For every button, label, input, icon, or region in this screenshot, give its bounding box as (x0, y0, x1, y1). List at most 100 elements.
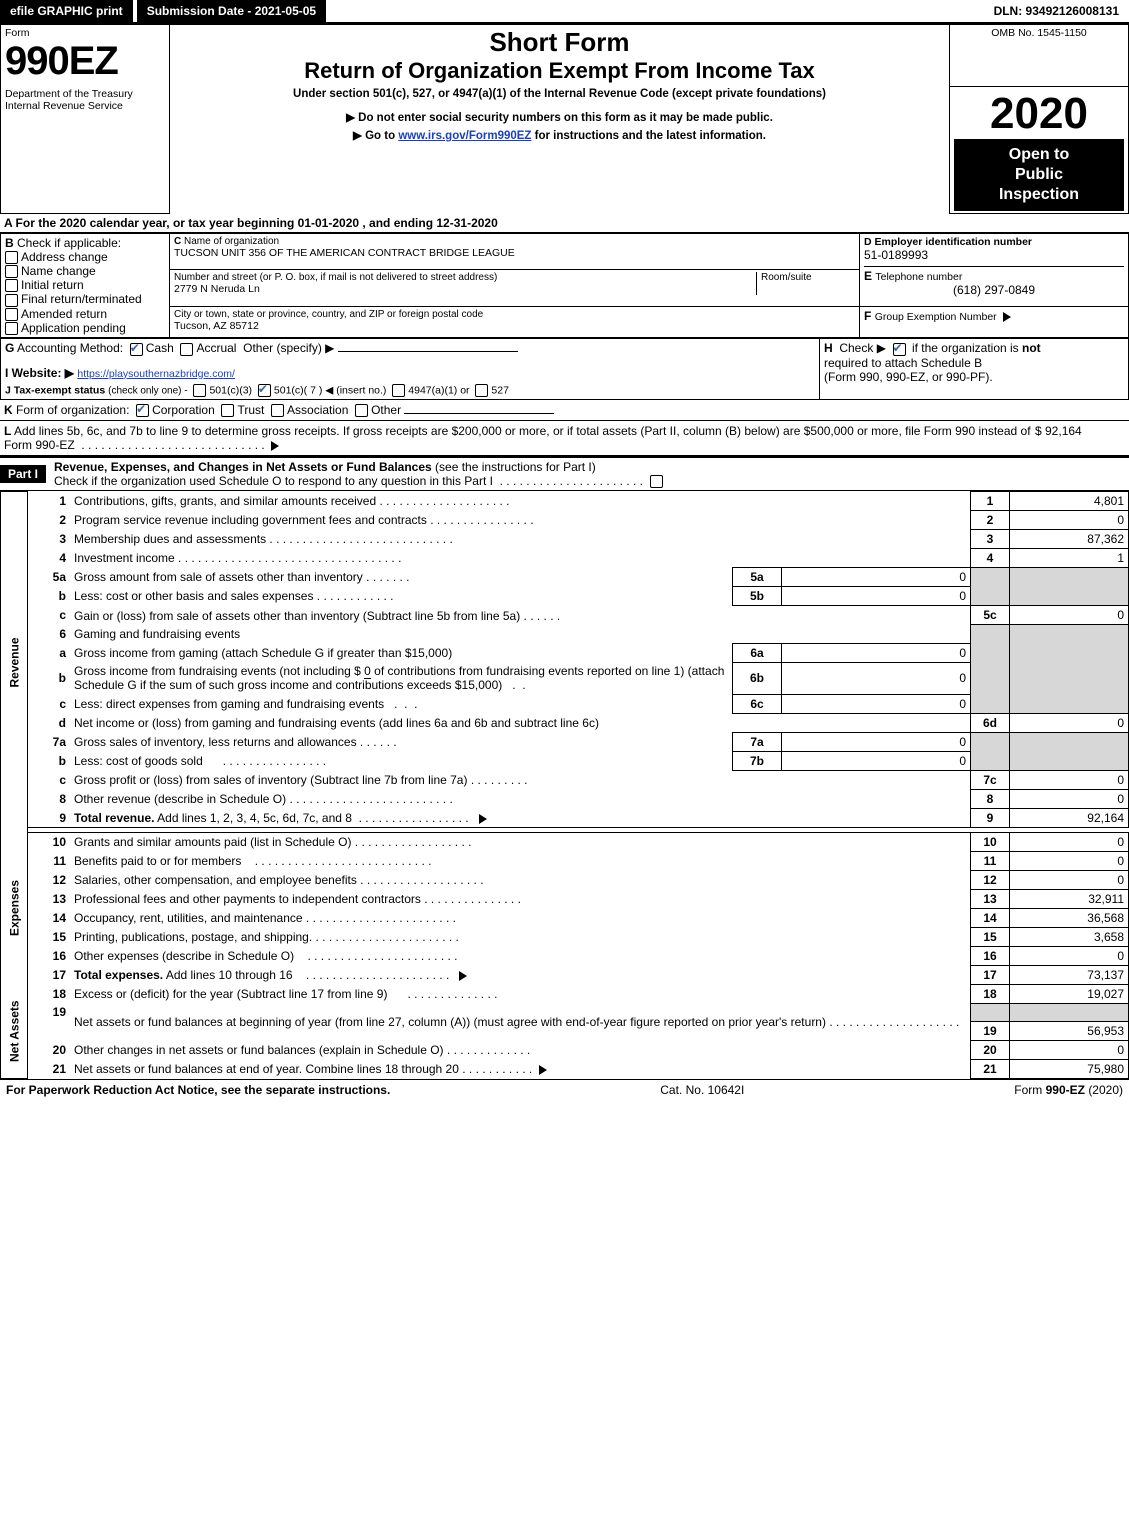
i-label: I Website: ▶ (5, 366, 74, 380)
line-6b-sub: 6b (733, 662, 782, 694)
chk-corporation[interactable] (136, 404, 149, 417)
city-label: City or town, state or province, country… (174, 309, 855, 320)
topbar-spacer (326, 0, 983, 22)
line-9-no: 9 (28, 808, 71, 827)
j-small: (check only one) - (108, 385, 187, 396)
expenses-vertical-label: Expenses (1, 832, 28, 984)
chk-501c3[interactable] (193, 384, 206, 397)
line-17-no: 17 (28, 965, 71, 984)
chk-schedule-b-not-required[interactable] (893, 343, 906, 356)
part1-badge: Part I (0, 465, 46, 483)
chk-application-pending[interactable]: Application pending (5, 321, 165, 335)
line-3-val: 87,362 (1010, 530, 1129, 549)
line-17-desc: Total expenses. (74, 968, 163, 982)
line-9-val: 92,164 (1010, 808, 1129, 827)
chk-address-change[interactable]: Address change (5, 250, 165, 264)
line-11-no: 11 (28, 851, 71, 870)
chk-trust[interactable] (221, 404, 234, 417)
chk-accrual[interactable] (180, 343, 193, 356)
g-label: G (5, 341, 14, 355)
chk-schedule-o-used[interactable] (650, 475, 663, 488)
under-section-text: Under section 501(c), 527, or 4947(a)(1)… (174, 88, 945, 100)
l-row: L Add lines 5b, 6c, and 7b to line 9 to … (0, 421, 1129, 457)
chk-amended-return[interactable]: Amended return (5, 307, 165, 321)
line-15-no: 15 (28, 927, 71, 946)
line-4-desc: Investment income (74, 551, 175, 565)
footer-right: Form 990-EZ (2020) (1014, 1083, 1123, 1097)
line-5c-no: c (28, 606, 71, 625)
chevron-right-icon (539, 1065, 547, 1075)
part1-title-tail: (see the instructions for Part I) (435, 460, 596, 474)
line-21-col: 21 (971, 1059, 1010, 1078)
return-title: Return of Organization Exempt From Incom… (174, 58, 945, 84)
goto-link[interactable]: www.irs.gov/Form990EZ (398, 130, 531, 142)
line-2-val: 0 (1010, 511, 1129, 530)
chk-527[interactable] (475, 384, 488, 397)
g-other-input[interactable] (338, 351, 518, 352)
chk-association[interactable] (271, 404, 284, 417)
line-14-col: 14 (971, 908, 1010, 927)
line-10-val: 0 (1010, 832, 1129, 851)
line-18-no: 18 (28, 984, 71, 1003)
tax-year: 2020 (954, 89, 1124, 139)
line-12-desc: Salaries, other compensation, and employ… (74, 873, 357, 887)
line-6d-no: d (28, 713, 71, 732)
line-8-desc: Other revenue (describe in Schedule O) (74, 792, 286, 806)
goto-tail: for instructions and the latest informat… (535, 130, 766, 142)
line-6b-desc1: Gross income from fundraising events (no… (74, 664, 364, 678)
shade-7b (1010, 732, 1129, 770)
chk-cash[interactable] (130, 343, 143, 356)
k-text: Form of organization: (16, 403, 129, 417)
line-7c-val: 0 (1010, 770, 1129, 789)
chk-initial-return[interactable]: Initial return (5, 278, 165, 292)
ssn-warning: ▶ Do not enter social security numbers o… (174, 110, 945, 124)
line-6d-val: 0 (1010, 713, 1129, 732)
footer-center: Cat. No. 10642I (660, 1083, 744, 1097)
line-17-desc-tail: Add lines 10 through 16 (166, 968, 293, 982)
line-7a-no: 7a (28, 732, 71, 751)
part1-header: Part I Revenue, Expenses, and Changes in… (0, 457, 1129, 491)
goto-prefix: ▶ Go to (353, 130, 398, 142)
chk-name-change[interactable]: Name change (5, 264, 165, 278)
line-2-no: 2 (28, 511, 71, 530)
top-bar: efile GRAPHIC print Submission Date - 20… (0, 0, 1129, 24)
line-5b-no: b (28, 587, 71, 606)
line-15-col: 15 (971, 927, 1010, 946)
line-12-col: 12 (971, 870, 1010, 889)
chevron-right-icon (271, 441, 279, 451)
line-6b-fill[interactable]: 0 (364, 664, 371, 679)
chk-other-org[interactable] (355, 404, 368, 417)
line-1-no: 1 (28, 492, 71, 511)
shade-19b (1010, 1003, 1129, 1021)
open-to-public-box: Open to Public Inspection (954, 139, 1124, 211)
line-5c-desc: Gain or (loss) from sale of assets other… (74, 609, 520, 623)
omb-number: OMB No. 1545-1150 (954, 27, 1124, 39)
line-2-desc: Program service revenue including govern… (74, 513, 427, 527)
line-7a-desc: Gross sales of inventory, less returns a… (74, 735, 357, 749)
line-6b-subval: 0 (782, 662, 971, 694)
line-19-desc: Net assets or fund balances at beginning… (74, 1015, 826, 1029)
section-b: B Check if applicable: (5, 236, 165, 250)
line-8-no: 8 (28, 789, 71, 808)
chk-final-return[interactable]: Final return/terminated (5, 292, 165, 306)
goto-line: ▶ Go to www.irs.gov/Form990EZ for instru… (174, 128, 945, 142)
line-4-col: 4 (971, 549, 1010, 568)
line-5b-subval: 0 (782, 587, 971, 606)
dept-treasury: Department of the Treasury (5, 88, 165, 100)
chk-501c[interactable] (258, 384, 271, 397)
line-21-no: 21 (28, 1059, 71, 1078)
street-label: Number and street (or P. O. box, if mail… (174, 272, 756, 283)
line-2-col: 2 (971, 511, 1010, 530)
shade-19 (971, 1003, 1010, 1021)
chk-4947[interactable] (392, 384, 405, 397)
line-7a-sub: 7a (733, 732, 782, 751)
line-7b-subval: 0 (782, 751, 971, 770)
website-link[interactable]: https://playsouthernazbridge.com/ (77, 368, 235, 380)
k-label: K (4, 403, 13, 417)
k-other-input[interactable] (404, 413, 554, 414)
line-16-no: 16 (28, 946, 71, 965)
line-18-col: 18 (971, 984, 1010, 1003)
efile-print-button[interactable]: efile GRAPHIC print (0, 0, 137, 22)
h-label: H (824, 341, 833, 355)
line-19-no: 19 (28, 1003, 71, 1021)
